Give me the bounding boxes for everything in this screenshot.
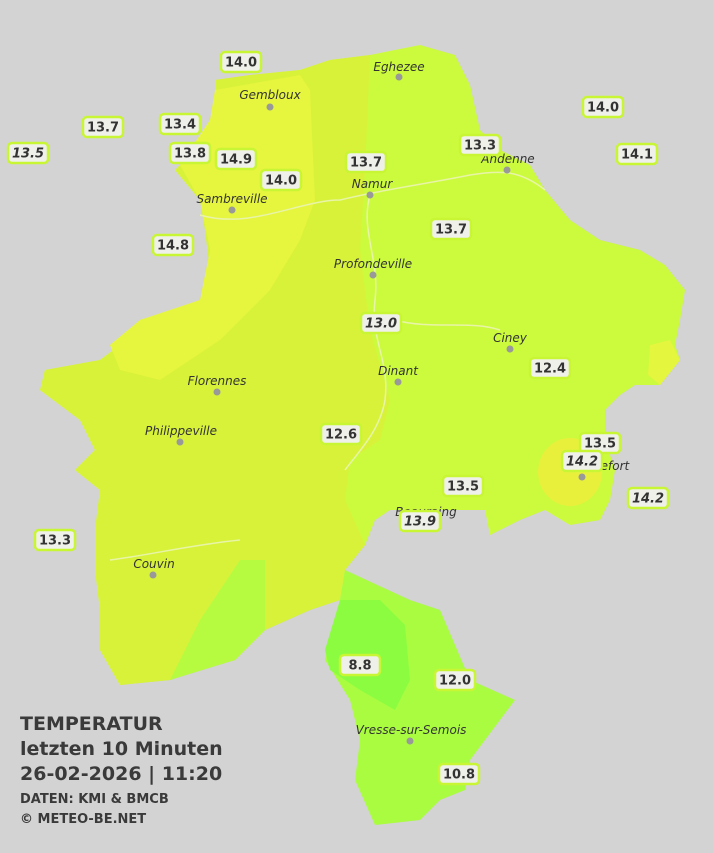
station-value: 14.0 <box>587 101 619 116</box>
station-box <box>168 141 212 165</box>
station-value: 13.5 <box>12 147 44 162</box>
station-value: 13.3 <box>464 139 496 154</box>
city-name: Gembloux <box>239 88 301 102</box>
city-name: Ciney <box>493 331 528 345</box>
station-value: 13.8 <box>174 147 206 162</box>
city-name: Philippeville <box>145 424 217 438</box>
station-value: 14.0 <box>265 174 297 189</box>
station-box <box>441 474 485 498</box>
station-value: 13.3 <box>39 534 71 549</box>
city-dot <box>578 473 586 481</box>
station-value: 14.2 <box>566 455 598 470</box>
station-value: 14.1 <box>621 148 653 163</box>
station-value: 14.8 <box>157 239 189 254</box>
station-box <box>259 168 303 192</box>
station-value: 13.5 <box>584 437 616 452</box>
city-dot <box>395 73 403 81</box>
station-box <box>359 311 403 335</box>
station-value: 14.0 <box>225 56 257 71</box>
station-box <box>219 50 263 74</box>
station-value: 13.0 <box>365 317 397 332</box>
title-datetime: 26-02-2026 | 11:20 <box>20 763 222 785</box>
city-dot <box>503 166 511 174</box>
zone-east <box>648 340 680 385</box>
city-dot <box>266 103 274 111</box>
station-box <box>33 528 77 552</box>
station-value: 13.7 <box>87 121 119 136</box>
station-value: 13.7 <box>435 223 467 238</box>
city-name: Couvin <box>133 557 174 571</box>
station-box <box>528 356 572 380</box>
station-box <box>626 486 670 510</box>
zone-warm <box>110 75 315 380</box>
station-box <box>560 449 604 473</box>
city-dot <box>213 388 221 396</box>
copyright: © METEO-BE.NET <box>20 812 146 827</box>
city-name: Eghezee <box>373 60 424 74</box>
city-name: Vresse-sur-Semois <box>356 723 467 737</box>
data-source: DATEN: KMI & BMCB <box>20 792 169 807</box>
title-heading: TEMPERATUR <box>20 713 163 735</box>
city-name: Sambreville <box>196 192 267 206</box>
city-dot <box>149 571 157 579</box>
station-box <box>344 150 388 174</box>
zone-sw <box>170 560 265 680</box>
city-name: Dinant <box>378 364 419 378</box>
station-value: 10.8 <box>443 768 475 783</box>
station-box <box>151 233 195 257</box>
city-dot <box>228 206 236 214</box>
station-value: 12.4 <box>534 362 566 377</box>
city-dot <box>406 737 414 745</box>
station-box <box>338 653 382 677</box>
station-value: 13.4 <box>164 118 196 133</box>
station-box <box>319 422 363 446</box>
station-box <box>433 668 477 692</box>
station-box <box>398 509 442 533</box>
station-box <box>437 762 481 786</box>
station-value: 13.5 <box>447 480 479 495</box>
station-value: 12.0 <box>439 674 471 689</box>
station-box <box>214 147 258 171</box>
city-dot <box>394 378 402 386</box>
station-value: 13.9 <box>404 515 436 530</box>
station-box <box>581 95 625 119</box>
river <box>109 171 546 561</box>
station-box <box>81 115 125 139</box>
city-dot <box>506 345 514 353</box>
station-value: 14.9 <box>220 153 252 168</box>
station-box <box>615 142 659 166</box>
city-dot <box>176 438 184 446</box>
station-value: 8.8 <box>348 659 371 674</box>
station-box <box>429 217 473 241</box>
city-name: Florennes <box>188 374 247 388</box>
city-name: Profondeville <box>334 257 412 271</box>
city-dot <box>369 271 377 279</box>
station-box <box>6 141 50 165</box>
station-box <box>158 112 202 136</box>
station-box <box>458 133 502 157</box>
title-period: letzten 10 Minuten <box>20 738 223 760</box>
city-name: Namur <box>352 177 394 191</box>
station-value: 12.6 <box>325 428 357 443</box>
station-value: 13.7 <box>350 156 382 171</box>
station-value: 14.2 <box>632 492 664 507</box>
city-dot <box>366 191 374 199</box>
